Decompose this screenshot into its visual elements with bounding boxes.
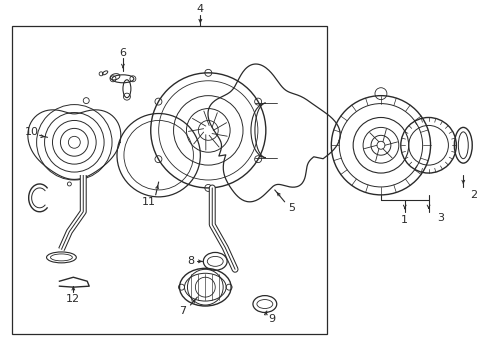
Text: 12: 12	[66, 294, 80, 304]
Text: 4: 4	[197, 4, 204, 14]
Text: 2: 2	[469, 190, 477, 200]
Text: 1: 1	[401, 215, 408, 225]
Text: 8: 8	[187, 256, 194, 266]
Text: 10: 10	[24, 127, 39, 138]
Text: 5: 5	[288, 203, 295, 213]
Bar	[12, 26, 327, 334]
Text: 6: 6	[120, 48, 126, 58]
Text: 11: 11	[142, 197, 156, 207]
Text: 7: 7	[179, 306, 186, 316]
Text: 9: 9	[268, 314, 275, 324]
Text: 3: 3	[437, 213, 444, 223]
